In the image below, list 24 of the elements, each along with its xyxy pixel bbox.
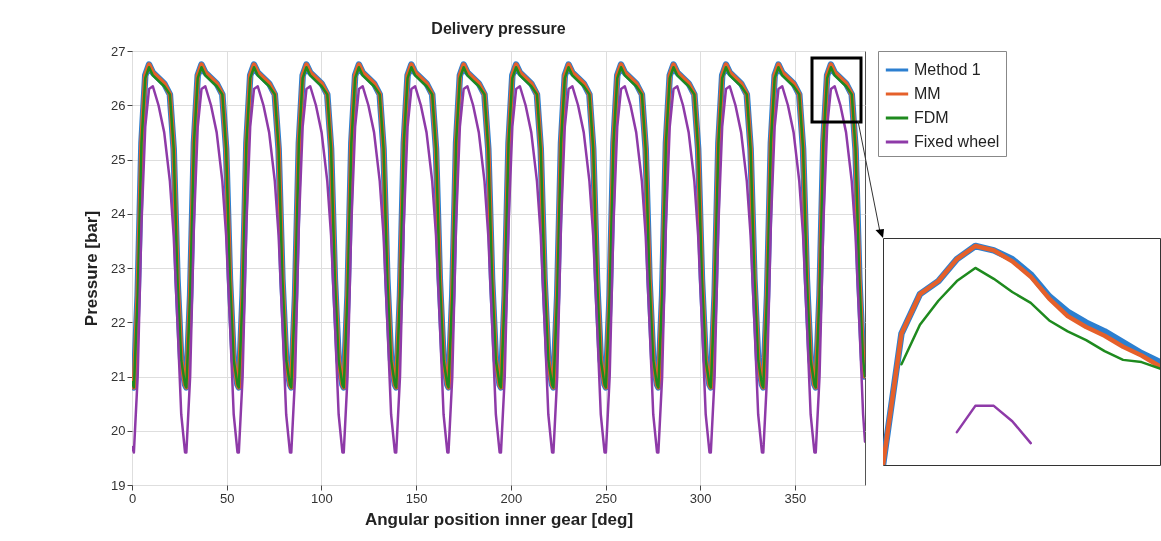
x-axis-title: Angular position inner gear [deg] — [364, 509, 634, 529]
chart-title: Delivery pressure — [431, 20, 566, 37]
y-tick-label: 27 — [111, 43, 126, 59]
x-tick-label: 250 — [595, 490, 617, 506]
legend-label: FDM — [914, 109, 949, 126]
x-tick-label: 350 — [784, 490, 807, 506]
y-tick-label: 23 — [111, 260, 126, 276]
x-tick-label: 300 — [689, 490, 712, 506]
legend-label: Fixed wheel — [914, 133, 1000, 150]
x-tick-label: 50 — [219, 490, 235, 506]
y-tick-label: 22 — [111, 314, 126, 330]
y-axis-title: Pressure [bar] — [82, 210, 102, 327]
y-tick-label: 24 — [111, 206, 126, 222]
x-tick-label: 200 — [500, 490, 523, 506]
y-tick-label: 19 — [111, 477, 126, 493]
y-tick-label: 21 — [111, 369, 126, 384]
y-tick-label: 20 — [111, 423, 126, 439]
x-tick-label: 150 — [405, 490, 428, 506]
y-tick-label: 25 — [111, 152, 126, 167]
legend-label: MM — [914, 85, 941, 102]
y-tick-label: 26 — [111, 97, 126, 113]
x-tick-label: 0 — [128, 490, 137, 506]
legend-label: Method 1 — [914, 61, 981, 78]
x-tick-label: 100 — [311, 490, 333, 506]
